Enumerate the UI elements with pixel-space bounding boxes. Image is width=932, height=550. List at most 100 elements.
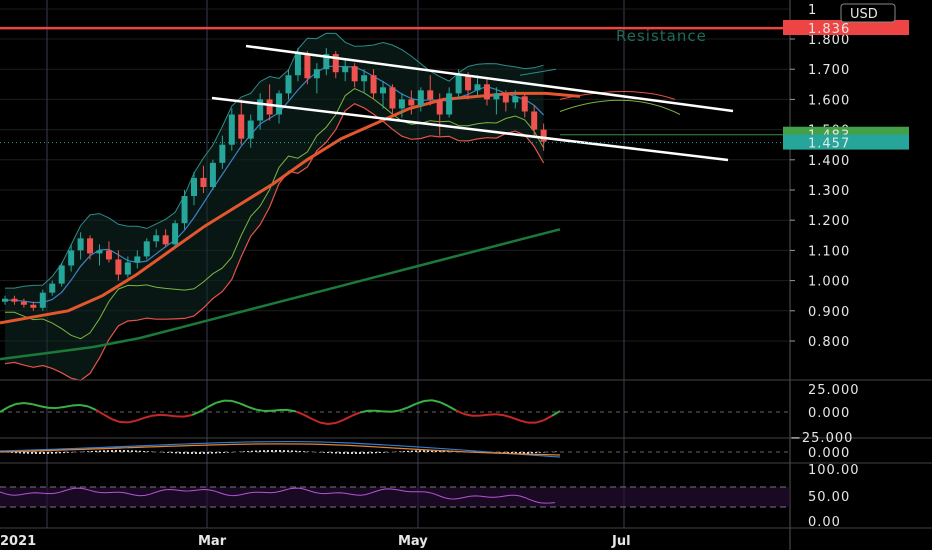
indicator3-tick-label: 50.00 (808, 490, 850, 505)
y-tick-label-top: 1 (808, 3, 817, 18)
candle-body (294, 54, 301, 76)
oscillator-segment (423, 399, 433, 403)
oscillator-segment (135, 417, 145, 422)
oscillator-segment (39, 405, 49, 409)
oscillator-segment (415, 400, 425, 405)
bollinger-upper (5, 32, 544, 289)
candle-body (39, 292, 46, 308)
y-tick-label: 1.300 (808, 184, 850, 199)
indicator1-tick-label: 0.000 (808, 406, 850, 421)
candle-body (417, 90, 424, 106)
oscillator-segment (343, 414, 353, 421)
oscillator-segment (255, 408, 265, 412)
candle-body (105, 250, 112, 260)
oscillator-segment (111, 418, 121, 423)
candle-body (380, 87, 386, 94)
oscillator-segment (31, 403, 41, 408)
candle-body (2, 298, 8, 302)
candle-body (77, 238, 84, 251)
oscillator-segment (551, 410, 561, 417)
oscillator-segment (311, 418, 321, 424)
oscillator-segment (143, 414, 153, 419)
candle-body (436, 99, 443, 115)
candle-body (483, 84, 490, 100)
oscillator-segment (231, 399, 241, 405)
oscillator-segment (207, 401, 217, 408)
indicator3-tick-label: 100.00 (808, 463, 860, 478)
candle-body (124, 262, 131, 275)
y-tick-label: 1.700 (808, 63, 850, 78)
oscillator-segment (455, 409, 465, 415)
y-tick-label: 1.000 (808, 275, 850, 290)
candle-body (313, 69, 320, 79)
y-tick-label: 0.900 (808, 305, 850, 320)
oscillator-segment (359, 409, 369, 414)
price-tag-label: 1.836 (808, 22, 850, 37)
candle-body (172, 223, 179, 245)
candle-body (238, 114, 245, 139)
x-tick-label: May (398, 534, 428, 549)
indicator-lines (0, 32, 681, 381)
oscillator-segment (479, 413, 489, 417)
candle-body (370, 75, 377, 94)
oscillator-segment (447, 405, 457, 412)
candle-body (323, 54, 330, 70)
oscillator-segment (519, 419, 529, 424)
candle-body (427, 90, 434, 100)
candle-body (200, 177, 207, 187)
candle-body (68, 250, 75, 266)
candle-body (247, 120, 254, 139)
oscillator-segment (247, 405, 257, 411)
oscillator-segment (95, 409, 105, 416)
candle-body (276, 93, 283, 115)
currency-button-frame[interactable] (840, 3, 896, 23)
candle-body (521, 96, 528, 112)
chart-overlays (0, 26, 790, 162)
oscillator-segment (431, 399, 441, 404)
oscillator-segment (295, 410, 305, 416)
ma200-green-line (0, 228, 561, 361)
ema-orange-line (0, 91, 581, 325)
channel-upper-line (245, 44, 734, 113)
oscillator-segment (191, 410, 201, 416)
band-projection (519, 68, 557, 76)
oscillator-segment (439, 401, 449, 407)
candle-body (228, 114, 235, 145)
y-tick-label: 1.600 (808, 93, 850, 108)
candle-body (96, 250, 103, 254)
candle-body (266, 99, 273, 115)
indicator3-tick-label: 0.00 (808, 515, 841, 530)
y-tick-label: 1.800 (808, 33, 850, 48)
oscillator-segment (23, 401, 33, 406)
time-axis: 2021 Mar May Jul (0, 534, 631, 549)
oscillator-segment (15, 401, 25, 405)
oscillator-segment (71, 404, 81, 407)
currency-button[interactable]: USD (850, 7, 878, 22)
cloud-projection-red (559, 90, 676, 100)
candle-body (512, 96, 519, 103)
oscillator-segment (543, 414, 553, 422)
oscillator-segment (391, 409, 401, 413)
candle-body (474, 84, 481, 91)
candle-body (455, 75, 462, 94)
candle-body (446, 93, 453, 115)
candle-body (191, 177, 197, 197)
candle-body (153, 235, 160, 242)
x-tick-label: Mar (198, 534, 227, 549)
candle-body (134, 256, 141, 263)
oscillator-segment (0, 406, 9, 413)
candle-body (398, 99, 405, 109)
price-axis: 1.8001.7001.6001.5001.4001.3001.2001.100… (783, 0, 909, 550)
candle-body (342, 66, 349, 73)
oscillator-segment (351, 411, 361, 417)
x-tick-label: Jul (611, 534, 631, 549)
oscillator-segment (183, 414, 193, 418)
oscillator-segment (399, 406, 409, 412)
oscillator-segment (103, 413, 113, 421)
candle-body (143, 241, 150, 257)
cloud-projection-green (559, 99, 681, 115)
candle-body (257, 99, 264, 121)
candle-body (361, 75, 368, 82)
